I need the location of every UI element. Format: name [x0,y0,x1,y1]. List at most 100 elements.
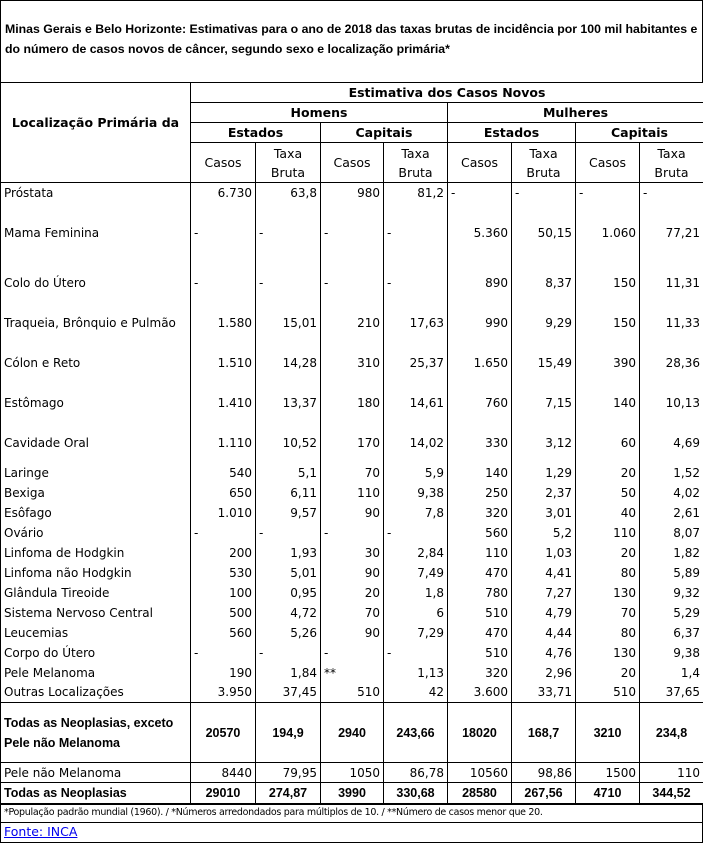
region-header: Capitais [576,123,703,143]
cell-value: 10560 [448,763,512,783]
cell-value: ** [321,663,384,683]
cell-value: 5,9 [384,463,448,483]
cell-value: 150 [576,303,640,343]
cell-value: 3210 [576,703,640,763]
row-label: Estômago [1,383,191,423]
cell-value: 33,71 [512,683,576,703]
cell-value: 86,78 [384,763,448,783]
cell-value: 170 [321,423,384,463]
cell-value: 20 [576,543,640,563]
cell-value: 29010 [191,783,256,803]
cell-value: 37,65 [640,683,703,703]
cell-value: 9,38 [384,483,448,503]
cell-value: 1050 [321,763,384,783]
cell-value: 344,52 [640,783,703,803]
cell-value: 330,68 [384,783,448,803]
cell-value: 5,89 [640,563,703,583]
cell-value: 1.010 [191,503,256,523]
cell-value: 70 [576,603,640,623]
cell-value: 5,1 [256,463,321,483]
cell-value: 70 [321,463,384,483]
cell-value: 63,8 [256,183,321,203]
cell-value: - [384,523,448,543]
cell-value: 330 [448,423,512,463]
cell-value: 9,38 [640,643,703,663]
cell-value: 2,37 [512,483,576,503]
cell-value: 190 [191,663,256,683]
cell-value: 3.600 [448,683,512,703]
cell-value: 3.950 [191,683,256,703]
cell-value: 510 [321,683,384,703]
cell-value: 80 [576,563,640,583]
region-header: Estados [448,123,576,143]
cell-value: 470 [448,623,512,643]
source-link[interactable]: Fonte: INCA [4,824,77,839]
cell-value: - [321,643,384,663]
cell-value: 10,13 [640,383,703,423]
cell-value: 110 [321,483,384,503]
cell-value: 7,49 [384,563,448,583]
cell-value: 15,49 [512,343,576,383]
cell-value: 7,8 [384,503,448,523]
cell-value: 510 [576,683,640,703]
cell-value: 560 [448,523,512,543]
cell-value: 1,13 [384,663,448,683]
region-header: Capitais [321,123,448,143]
cell-value: 28,36 [640,343,703,383]
cell-value: 3990 [321,783,384,803]
cell-value: 13,37 [256,383,321,423]
sex-header: Mulheres [448,103,703,123]
cell-value: 9,29 [512,303,576,343]
cell-value: 14,61 [384,383,448,423]
row-label: Leucemias [1,623,191,643]
cell-value: - [321,203,384,263]
cell-value: 150 [576,263,640,303]
cell-value: 274,87 [256,783,321,803]
measure-header: Casos [448,143,512,183]
cell-value: 4,79 [512,603,576,623]
cell-value: - [640,183,703,203]
cell-value: 110 [448,543,512,563]
measure-header: Casos [576,143,640,183]
cell-value: 8,07 [640,523,703,543]
cell-value: 310 [321,343,384,383]
cell-value: 20 [321,583,384,603]
group-header: Estimativa dos Casos Novos [191,83,703,103]
cell-value: 4,44 [512,623,576,643]
cell-value: 320 [448,663,512,683]
cell-value: 890 [448,263,512,303]
cell-value: 14,28 [256,343,321,383]
cell-value: 50,15 [512,203,576,263]
cell-value: 194,9 [256,703,321,763]
cell-value: 6,11 [256,483,321,503]
cell-value: - [256,203,321,263]
row-label: Bexiga [1,483,191,503]
cell-value: - [191,203,256,263]
cell-value: 500 [191,603,256,623]
row-label: Esôfago [1,503,191,523]
cell-value: 40 [576,503,640,523]
cell-value: 7,27 [512,583,576,603]
cell-value: 1,93 [256,543,321,563]
cell-value: 210 [321,303,384,343]
cell-value: 11,31 [640,263,703,303]
cell-value: 9,32 [640,583,703,603]
row-label: Corpo do Útero [1,643,191,663]
cell-value: 5,29 [640,603,703,623]
row-label: Todas as Neoplasias [1,783,191,803]
row-label: Cavidade Oral [1,423,191,463]
cell-value: 780 [448,583,512,603]
cell-value: 5,2 [512,523,576,543]
measure-header: Taxa Bruta [256,143,321,183]
cell-value: 5.360 [448,203,512,263]
row-label: Próstata [1,183,191,203]
